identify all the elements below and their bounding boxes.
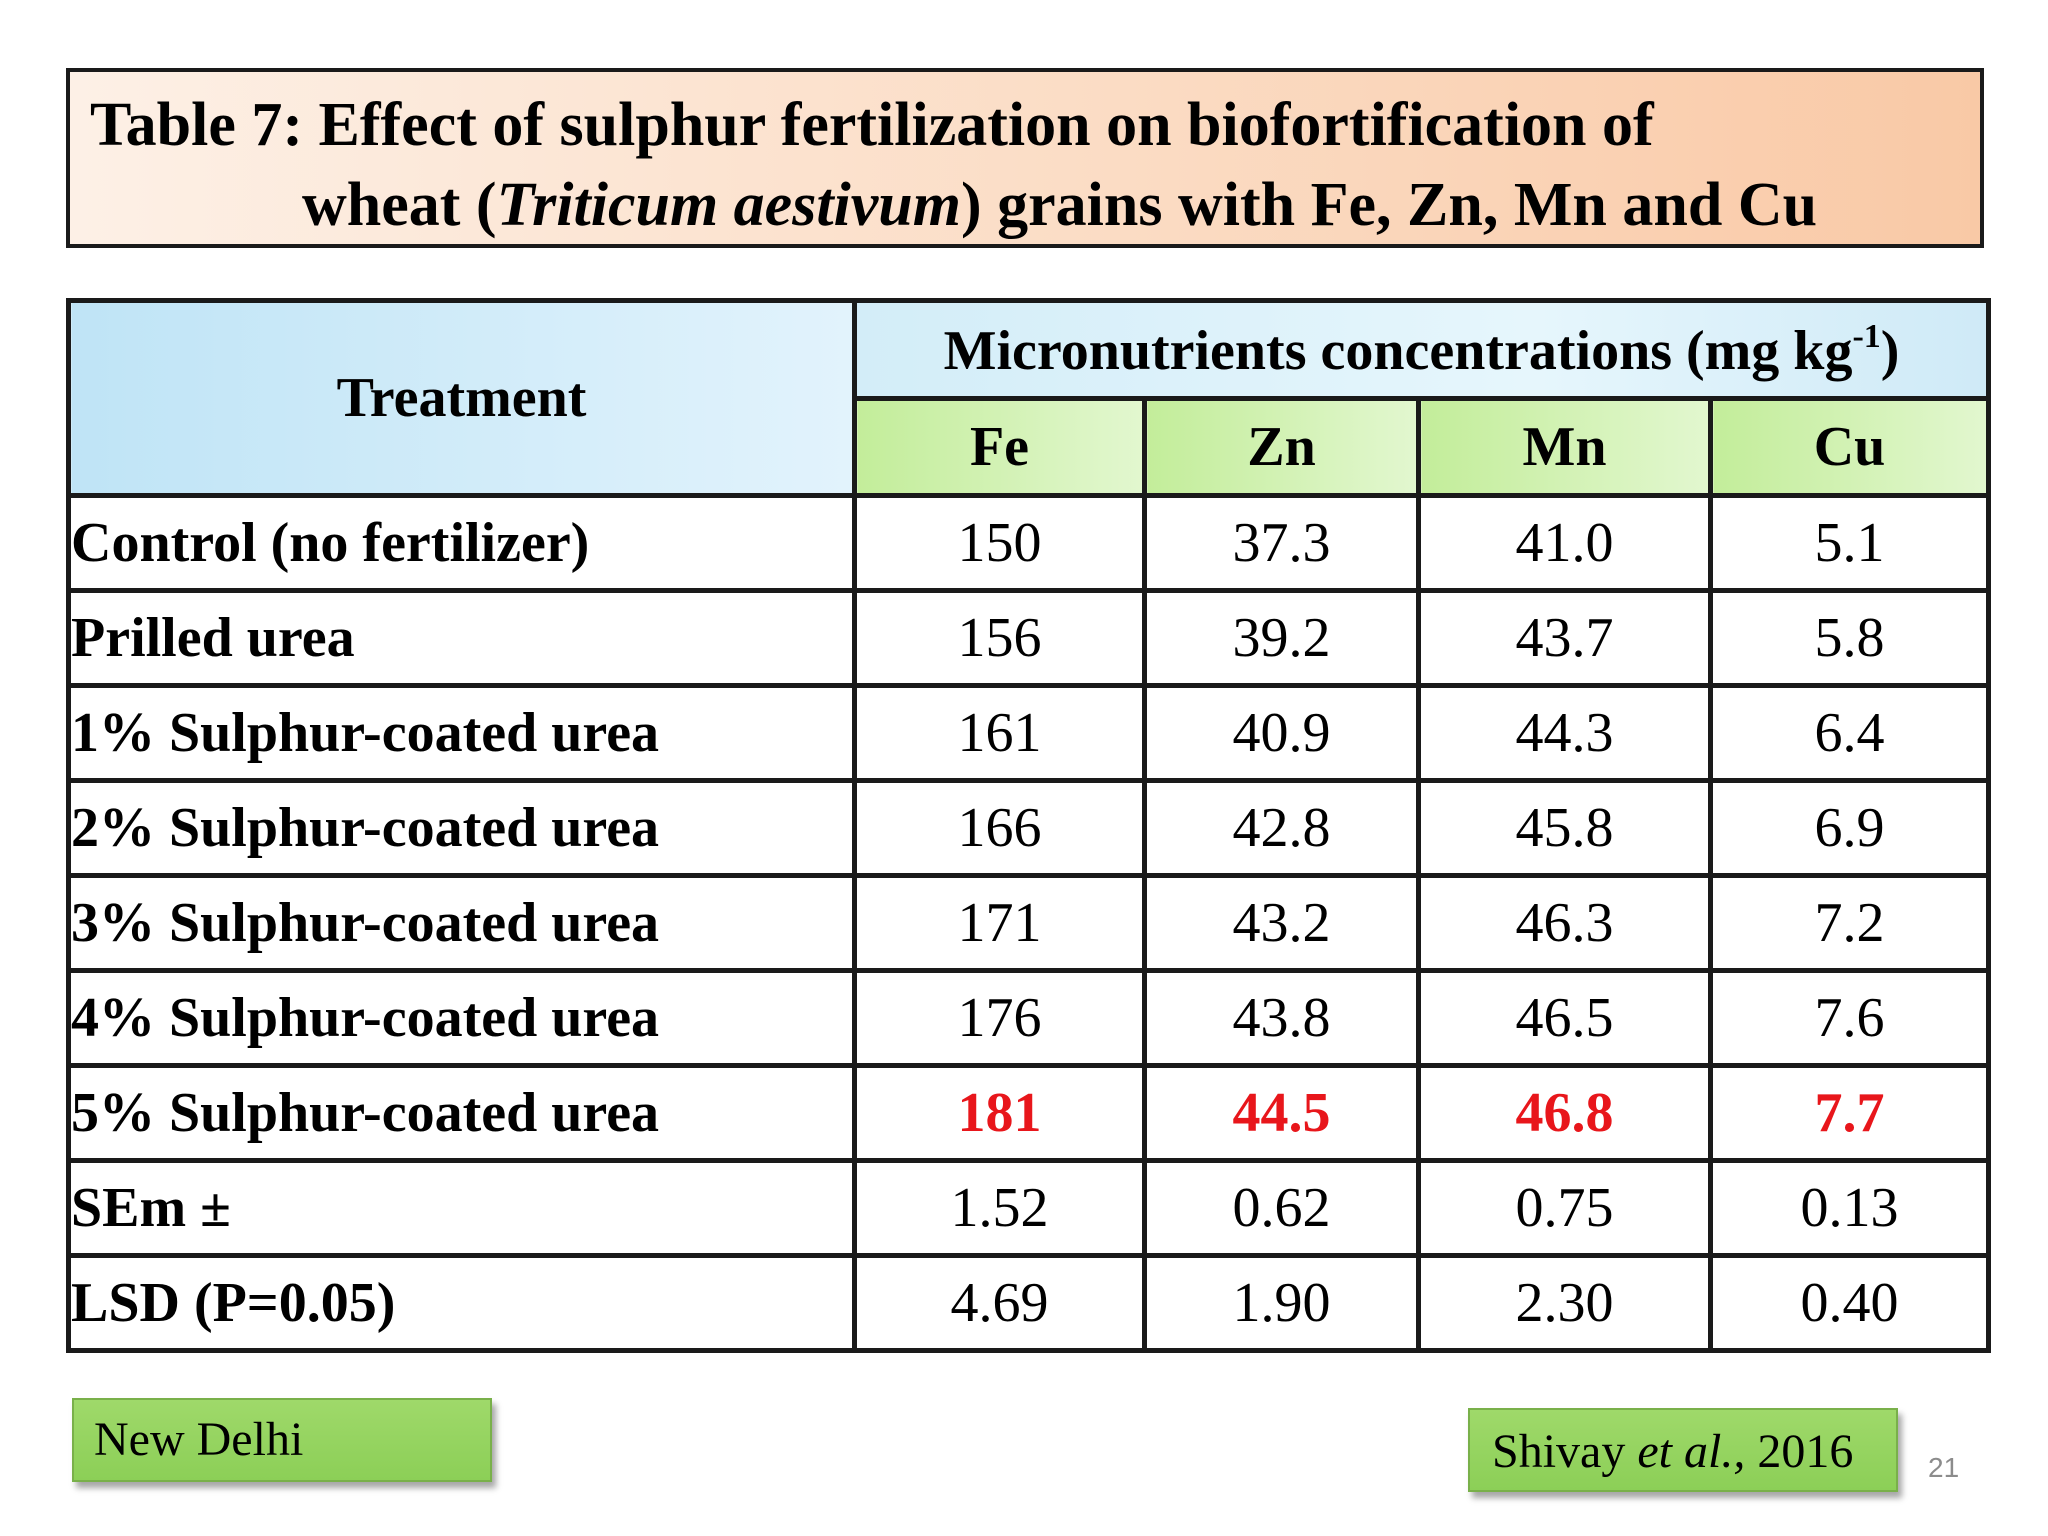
zn-value: 39.2 [1142, 588, 1421, 688]
slide-title-line-2: wheat (Triticum aestivum) grains with Fe… [302, 174, 1817, 236]
table-row: 3% Sulphur-coated urea 171 43.2 46.3 7.2 [66, 873, 1992, 973]
zn-value: 43.8 [1142, 968, 1421, 1068]
zn-value: 1.90 [1142, 1253, 1421, 1353]
treatment-cell: 5% Sulphur-coated urea [66, 1063, 857, 1163]
citation-year: 2016 [1745, 1425, 1854, 1478]
table-row: 4% Sulphur-coated urea 176 43.8 46.5 7.6 [66, 968, 1992, 1068]
treatment-cell: Prilled urea [66, 588, 857, 688]
mn-value-highlighted: 46.8 [1416, 1063, 1713, 1163]
citation-badge: Shivay et al., 2016 [1468, 1408, 1898, 1492]
fe-value: 166 [852, 778, 1147, 878]
mn-value: 44.3 [1416, 683, 1713, 783]
treatment-cell: 1% Sulphur-coated urea [66, 683, 857, 783]
cu-value: 5.1 [1707, 493, 1992, 593]
mn-value: 46.3 [1416, 873, 1713, 973]
page-number: 21 [1928, 1452, 1960, 1483]
header-micronutrients: Micronutrients concentrations (mg kg-1) [851, 298, 1992, 401]
treatment-cell: LSD (P=0.05) [66, 1253, 857, 1353]
header-cu: Cu [1707, 395, 1992, 498]
cu-value: 5.8 [1707, 588, 1992, 688]
cu-value: 7.6 [1707, 968, 1992, 1068]
title-line2-suffix: ) grains with Fe, Zn, Mn and Cu [961, 171, 1818, 239]
fe-value: 156 [852, 588, 1147, 688]
cu-value: 0.13 [1707, 1158, 1992, 1258]
cu-value: 6.4 [1707, 683, 1992, 783]
treatment-cell: 2% Sulphur-coated urea [66, 778, 857, 878]
treatment-cell: SEm ± [66, 1158, 857, 1258]
fe-value: 176 [852, 968, 1147, 1068]
header-zn: Zn [1142, 395, 1421, 498]
citation-author: Shivay [1492, 1425, 1638, 1478]
location-badge: New Delhi [72, 1398, 492, 1482]
treatment-cell: 3% Sulphur-coated urea [66, 873, 857, 973]
treatment-cell: 4% Sulphur-coated urea [66, 968, 857, 1068]
fe-value: 161 [852, 683, 1147, 783]
fe-value: 150 [852, 493, 1147, 593]
mn-value: 41.0 [1416, 493, 1713, 593]
header-micronutrients-close: ) [1880, 319, 1900, 382]
header-unit-superscript: -1 [1852, 317, 1881, 355]
table-row: LSD (P=0.05) 4.69 1.90 2.30 0.40 [66, 1253, 1992, 1353]
header-fe: Fe [852, 395, 1147, 498]
table-row: 2% Sulphur-coated urea 166 42.8 45.8 6.9 [66, 778, 1992, 878]
title-species-name: Triticum aestivum [496, 171, 962, 239]
zn-value-highlighted: 44.5 [1142, 1063, 1421, 1163]
fe-value: 1.52 [852, 1158, 1147, 1258]
table-row: SEm ± 1.52 0.62 0.75 0.13 [66, 1158, 1992, 1258]
mn-value: 46.5 [1416, 968, 1713, 1068]
cu-value-highlighted: 7.7 [1707, 1063, 1992, 1163]
cu-value: 6.9 [1707, 778, 1992, 878]
mn-value: 43.7 [1416, 588, 1713, 688]
header-treatment: Treatment [66, 298, 857, 498]
mn-value: 2.30 [1416, 1253, 1713, 1353]
fe-value-highlighted: 181 [852, 1063, 1147, 1163]
table-row: 1% Sulphur-coated urea 161 40.9 44.3 6.4 [66, 683, 1992, 783]
zn-value: 37.3 [1142, 493, 1421, 593]
fe-value: 4.69 [852, 1253, 1147, 1353]
fe-value: 171 [852, 873, 1147, 973]
header-mn: Mn [1416, 395, 1713, 498]
cu-value: 7.2 [1707, 873, 1992, 973]
table-row: Prilled urea 156 39.2 43.7 5.8 [66, 588, 1992, 688]
zn-value: 40.9 [1142, 683, 1421, 783]
mn-value: 0.75 [1416, 1158, 1713, 1258]
zn-value: 42.8 [1142, 778, 1421, 878]
micronutrient-table: Treatment Micronutrients concentrations … [66, 298, 1992, 1353]
table-row: Control (no fertilizer) 150 37.3 41.0 5.… [66, 493, 1992, 593]
slide-title-line-1: Table 7: Effect of sulphur fertilization… [90, 91, 1654, 159]
cu-value: 0.40 [1707, 1253, 1992, 1353]
slide-title-box: Table 7: Effect of sulphur fertilization… [66, 68, 1984, 248]
mn-value: 45.8 [1416, 778, 1713, 878]
zn-value: 0.62 [1142, 1158, 1421, 1258]
table-row-highlighted: 5% Sulphur-coated urea 181 44.5 46.8 7.7 [66, 1063, 1992, 1163]
treatment-cell: Control (no fertilizer) [66, 493, 857, 593]
title-line2-prefix: wheat ( [302, 171, 497, 239]
header-micronutrients-label: Micronutrients concentrations (mg kg [943, 319, 1853, 382]
citation-et-al: et al., [1637, 1425, 1746, 1478]
zn-value: 43.2 [1142, 873, 1421, 973]
